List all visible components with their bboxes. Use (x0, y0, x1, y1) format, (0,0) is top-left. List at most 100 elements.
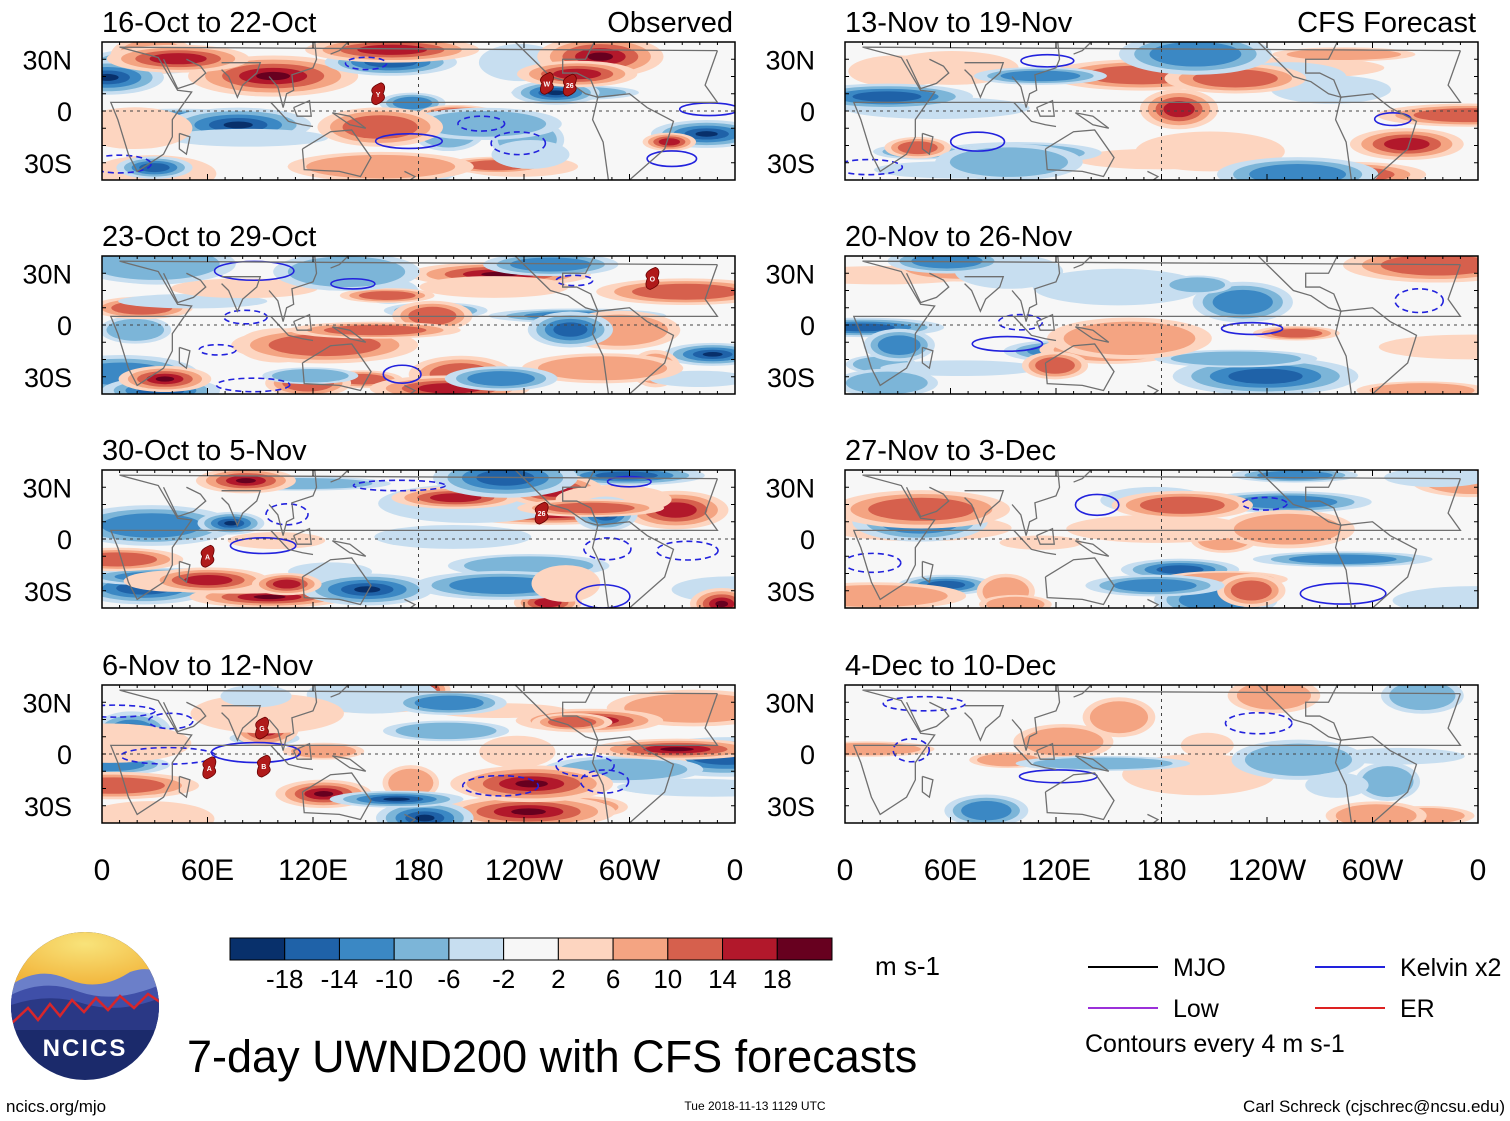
kelvin-contour (882, 695, 966, 712)
colorbar-label: -2 (492, 964, 515, 994)
panel-title: 20-Nov to 26-Nov (845, 221, 1073, 253)
coastline (293, 313, 312, 331)
anomaly-blob (1212, 289, 1273, 315)
anomaly-blob (986, 596, 1045, 608)
anomaly-blob (220, 685, 292, 708)
coastline (178, 560, 191, 584)
y-tick-label: 30N (765, 259, 815, 289)
anomaly-blob (1288, 554, 1397, 564)
kelvin-contour (215, 377, 291, 393)
x-tick-label: 120E (278, 854, 348, 887)
anomaly-blob (102, 107, 193, 150)
coastline (1011, 685, 1061, 751)
anomaly-blob (190, 693, 344, 734)
coastline (964, 276, 1005, 313)
coastline (221, 490, 262, 527)
colorbar-swatch (284, 937, 340, 961)
anomaly-blob (877, 335, 921, 355)
storm-marker: B (256, 754, 271, 778)
kelvin-contour (971, 335, 1044, 353)
colorbar-swatch (229, 937, 286, 961)
anomaly-blob (314, 791, 334, 797)
coastline (162, 701, 207, 733)
coastline (331, 326, 367, 343)
y-tick-label: 30S (24, 149, 72, 179)
anomaly-blob (1270, 328, 1323, 338)
map-panel: 20-Nov to 26-Nov 30N 0 30S (765, 221, 1479, 395)
kelvin-contour (997, 313, 1044, 331)
anomaly-blob (256, 71, 291, 81)
anomaly-blob (388, 768, 434, 798)
x-tick-label: 60W (1342, 854, 1404, 887)
coastline (591, 307, 675, 394)
coastline (852, 46, 1462, 173)
coastline (178, 132, 191, 156)
coastline (1257, 42, 1342, 99)
coastline (1013, 529, 1057, 556)
coastline (301, 557, 372, 606)
colorbar-swatch (722, 937, 778, 961)
kelvin-contour (490, 131, 547, 156)
anomaly-blob (1149, 42, 1242, 67)
y-tick-label: 30S (24, 792, 72, 822)
anomaly-blob (553, 322, 588, 337)
coastline (1013, 315, 1057, 342)
colorbar-swatch (393, 937, 450, 961)
storm-marker: A (202, 756, 217, 780)
coastline (905, 486, 950, 518)
panel-field (102, 685, 735, 823)
coastline (109, 260, 719, 387)
coastline (268, 470, 318, 536)
panel-field (102, 470, 735, 608)
coastline (404, 598, 417, 608)
x-axis-labels: 0 60E 120E 180 120W 60W 0 0 60E 120E 180 120W 60W 0 (94, 854, 1487, 887)
colorbar-swatch (338, 937, 395, 961)
coastline (1073, 470, 1093, 483)
anomaly-blob (1380, 256, 1478, 276)
coastline (1257, 470, 1342, 527)
anomaly-blob (845, 371, 928, 394)
anomaly-blob (553, 68, 602, 80)
kelvin-contour (461, 774, 540, 797)
storm-id: W (544, 81, 551, 88)
coastline (293, 742, 312, 760)
y-tick-label: 30N (765, 45, 815, 75)
anomaly-blob (695, 131, 718, 137)
y-tick-label: 0 (800, 311, 815, 341)
coastline (1074, 540, 1110, 557)
anomaly-blob (421, 110, 547, 137)
y-tick-label: 0 (57, 97, 72, 127)
kelvin-contour (555, 754, 615, 778)
coastline (162, 486, 207, 518)
anomaly-blob (658, 138, 681, 146)
map-panel: 27-Nov to 3-Dec 30N 0 30S (765, 435, 1479, 609)
y-tick-label: 0 (57, 311, 72, 341)
kelvin-contour (374, 132, 443, 150)
anomaly-blob (223, 121, 253, 129)
colorbar-swatch (612, 937, 669, 961)
anomaly-blob (1413, 108, 1478, 123)
anomaly-blob (102, 73, 119, 81)
kelvin-contour (1224, 711, 1293, 735)
coastline (293, 527, 312, 545)
coastline (1013, 101, 1057, 128)
coastline (330, 470, 350, 483)
x-tick-label: 0 (837, 854, 854, 887)
panel-source-label: CFS Forecast (1297, 7, 1476, 39)
storm-marker: 26 (562, 73, 577, 97)
storm-id: O (650, 276, 656, 283)
anomaly-blob (1023, 727, 1104, 756)
logo-text: NCICS (43, 1035, 128, 1062)
footer-site[interactable]: ncics.org/mjo (6, 1097, 106, 1116)
anomaly-blob (848, 55, 948, 88)
legend-label: MJO (1173, 954, 1226, 982)
anomaly-blob (1249, 164, 1347, 180)
x-tick-label: 60E (924, 854, 977, 887)
kelvin-contour (147, 712, 194, 730)
coastline (178, 775, 191, 799)
anomaly-blob (1335, 804, 1417, 823)
anomaly-blob (515, 780, 548, 788)
kelvin-contour (457, 115, 506, 132)
panel-title: 6-Nov to 12-Nov (102, 650, 314, 682)
y-tick-label: 30S (767, 792, 815, 822)
